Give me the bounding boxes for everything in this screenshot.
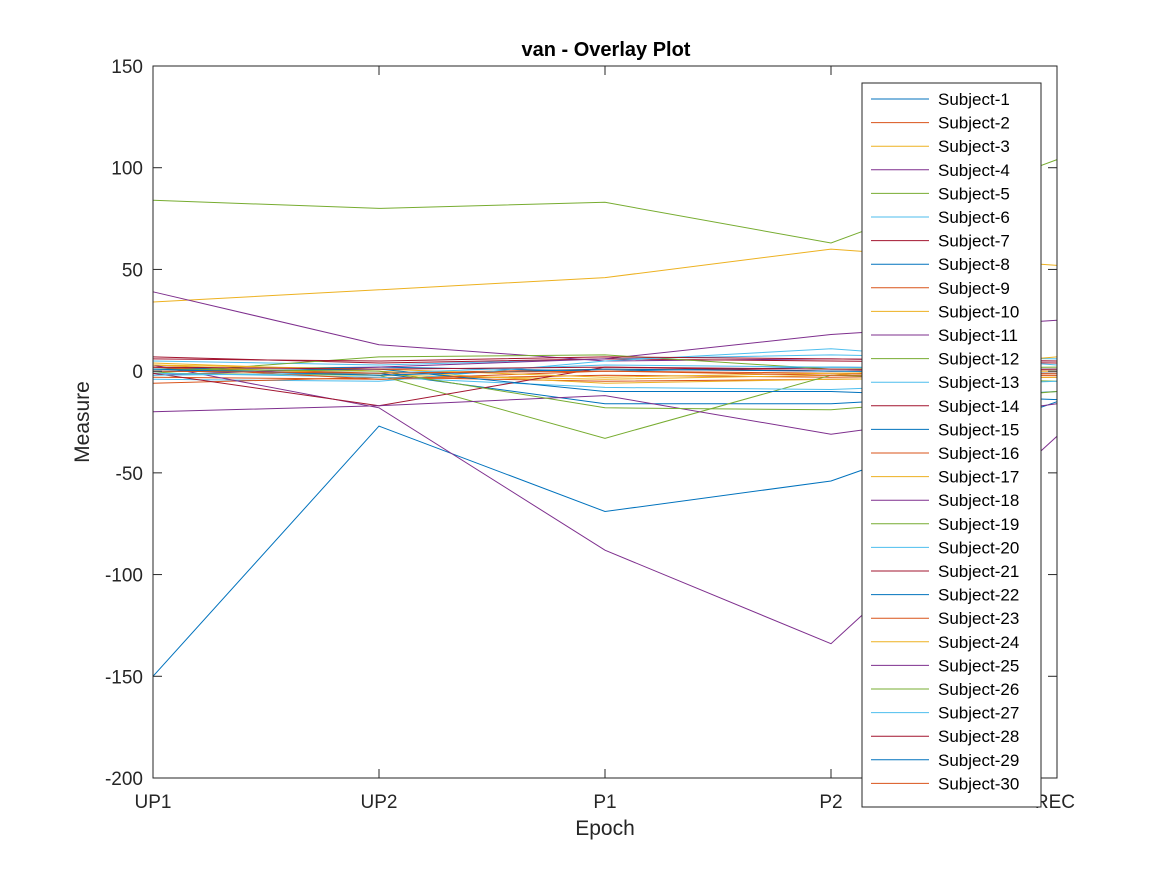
legend-entry-label: Subject-16	[938, 444, 1019, 463]
legend: Subject-1 Subject-2 Subject-3 Subject-4 Subj…	[861, 82, 1042, 808]
x-tick-label: P1	[593, 792, 616, 813]
y-tick-label: 100	[111, 159, 143, 180]
legend-entry-label: Subject-25	[938, 656, 1019, 675]
legend-entry-label: Subject-12	[938, 350, 1019, 369]
legend-entry-label: Subject-9	[938, 279, 1010, 298]
legend-entry-label: Subject-29	[938, 751, 1019, 770]
legend-entry-label: Subject-11	[938, 326, 1018, 345]
legend-entry-label: Subject-1	[938, 90, 1010, 109]
legend-box	[861, 82, 1042, 808]
x-tick-label: P2	[819, 792, 842, 813]
legend-entry-label: Subject-2	[938, 114, 1010, 133]
legend-entry-label: Subject-28	[938, 727, 1019, 746]
y-tick-label: -100	[105, 566, 143, 587]
axes: -200 -150 -100 -50 0 50 100 150 UP1 UP2 P1 P2 REC	[105, 57, 1075, 813]
legend-entry-label: Subject-17	[938, 468, 1019, 487]
x-tick-label: REC	[1035, 792, 1075, 813]
y-axis-label: Measure	[71, 381, 94, 463]
y-tick-label: -200	[105, 769, 143, 790]
legend-entry-label: Subject-18	[938, 491, 1019, 510]
legend-entry-label: Subject-13	[938, 373, 1019, 392]
y-tick-label: 0	[132, 362, 143, 383]
legend-entry-label: Subject-27	[938, 704, 1019, 723]
legend-entry-label: Subject-19	[938, 515, 1019, 534]
legend-entry-label: Subject-5	[938, 184, 1010, 203]
legend-entry-label: Subject-30	[938, 774, 1019, 793]
legend-entry-label: Subject-20	[938, 538, 1019, 557]
legend-entry-label: Subject-15	[938, 420, 1019, 439]
y-tick-label: -50	[116, 464, 143, 485]
legend-entry-label: Subject-8	[938, 255, 1010, 274]
legend-entry-label: Subject-7	[938, 232, 1010, 251]
legend-entry-label: Subject-24	[938, 633, 1019, 652]
chart-title: van - Overlay Plot	[522, 39, 691, 61]
y-tick-label: 50	[122, 260, 143, 281]
legend-entry-label: Subject-3	[938, 137, 1010, 156]
legend-entry-label: Subject-23	[938, 609, 1019, 628]
legend-entry-label: Subject-4	[938, 161, 1010, 180]
legend-entry-label: Subject-22	[938, 586, 1019, 605]
x-tick-label: UP2	[361, 792, 398, 813]
y-tick-label: 150	[111, 57, 143, 78]
legend-entry-label: Subject-26	[938, 680, 1019, 699]
x-tick-label: UP1	[135, 792, 172, 813]
legend-entry-label: Subject-21	[938, 562, 1019, 581]
x-axis-label: Epoch	[575, 817, 635, 840]
legend-entry-label: Subject-10	[938, 302, 1019, 321]
legend-entry-label: Subject-6	[938, 208, 1010, 227]
y-tick-label: -150	[105, 667, 143, 688]
legend-entry-label: Subject-14	[938, 397, 1019, 416]
